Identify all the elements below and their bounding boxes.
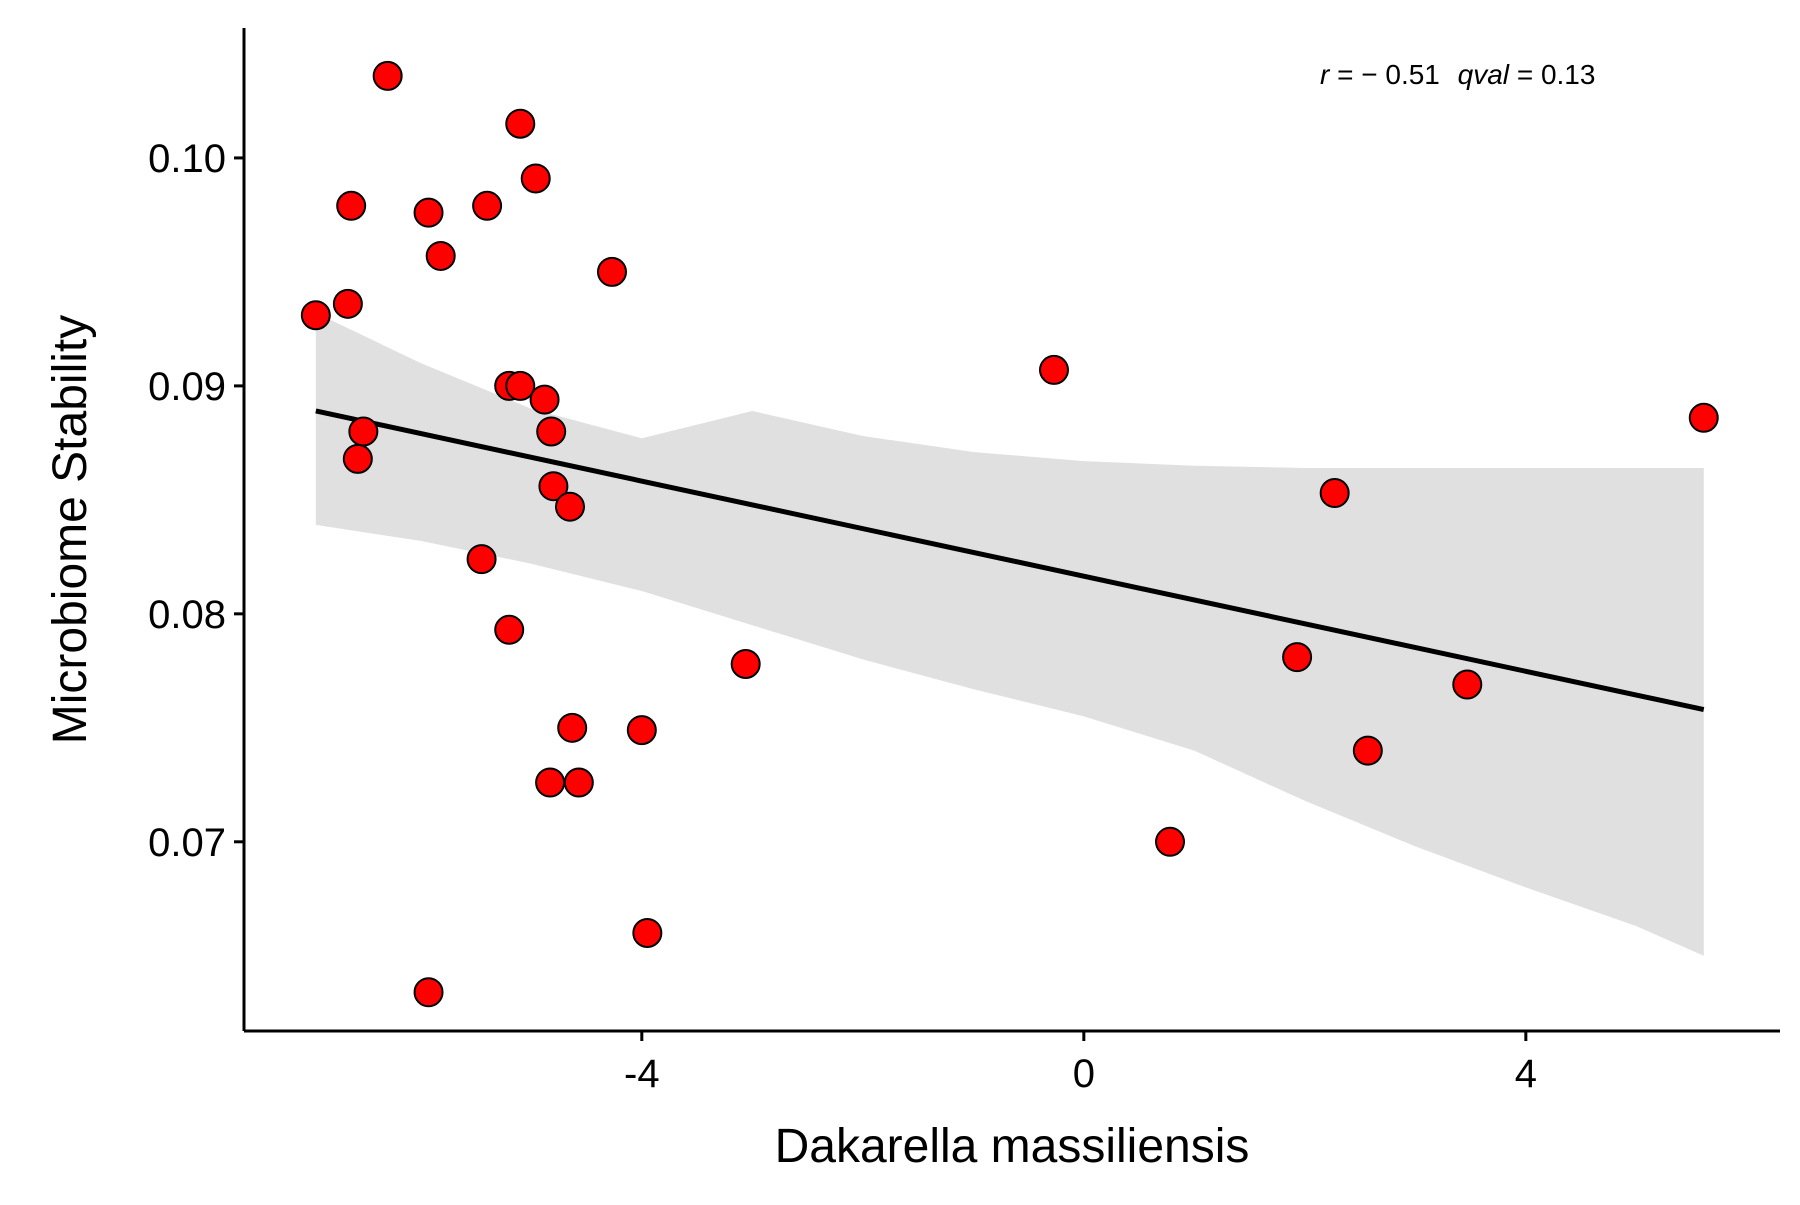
- data-point: [494, 614, 525, 645]
- y-axis-title: Microbiome Stability: [44, 315, 97, 744]
- data-point: [466, 544, 497, 575]
- data-point: [535, 767, 566, 798]
- data-point: [1319, 478, 1350, 509]
- data-point: [332, 288, 363, 319]
- data-point: [300, 300, 331, 331]
- data-point: [425, 240, 456, 271]
- data-point: [632, 917, 663, 948]
- fit-line: [315, 408, 1705, 713]
- x-tick-label: -4: [624, 1052, 660, 1096]
- data-point: [1038, 354, 1069, 385]
- x-axis-title: Dakarella massiliensis: [775, 1120, 1250, 1173]
- data-point: [520, 163, 551, 194]
- x-tick-label: 0: [1073, 1052, 1095, 1096]
- data-point: [529, 384, 560, 415]
- data-point: [626, 715, 657, 746]
- x-tick-label: 4: [1515, 1052, 1537, 1096]
- data-point: [1155, 826, 1186, 857]
- confidence-band-layer: [315, 312, 1704, 956]
- data-point: [557, 712, 588, 743]
- q-symbol: qval: [1458, 59, 1510, 90]
- confidence-band: [315, 312, 1704, 956]
- data-point: [372, 60, 403, 91]
- data-point: [1688, 402, 1719, 433]
- data-point: [596, 256, 627, 287]
- data-point: [336, 190, 367, 221]
- data-point: [554, 491, 585, 522]
- r-equals: = −: [1337, 59, 1377, 90]
- y-tick-label: 0.09: [148, 365, 226, 409]
- data-point: [1452, 669, 1483, 700]
- data-point: [413, 197, 444, 228]
- y-tick-label: 0.10: [148, 137, 226, 181]
- data-point: [563, 767, 594, 798]
- data-point: [342, 443, 373, 474]
- r-value: 0.51: [1385, 59, 1440, 90]
- data-point: [472, 190, 503, 221]
- data-point: [505, 108, 536, 139]
- data-point: [413, 977, 444, 1008]
- data-point: [505, 370, 536, 401]
- y-tick-label: 0.08: [148, 593, 226, 637]
- data-point: [536, 416, 567, 447]
- data-point: [348, 416, 379, 447]
- q-value: 0.13: [1541, 59, 1596, 90]
- points-layer: [300, 60, 1719, 1008]
- data-point: [1282, 642, 1313, 673]
- data-point: [730, 648, 761, 679]
- q-equals: =: [1517, 59, 1541, 90]
- axes-layer: [242, 28, 1780, 1033]
- ticks-layer: -4 0 4 0.07 0.08 0.09 0.10: [148, 137, 1537, 1096]
- fit-line-layer: [315, 408, 1705, 713]
- stat-annotation: r = − 0.51 qval = 0.13: [1320, 59, 1595, 90]
- r-symbol: r: [1320, 59, 1331, 90]
- data-point: [538, 471, 569, 502]
- y-tick-label: 0.07: [148, 821, 226, 865]
- data-point: [1352, 735, 1383, 766]
